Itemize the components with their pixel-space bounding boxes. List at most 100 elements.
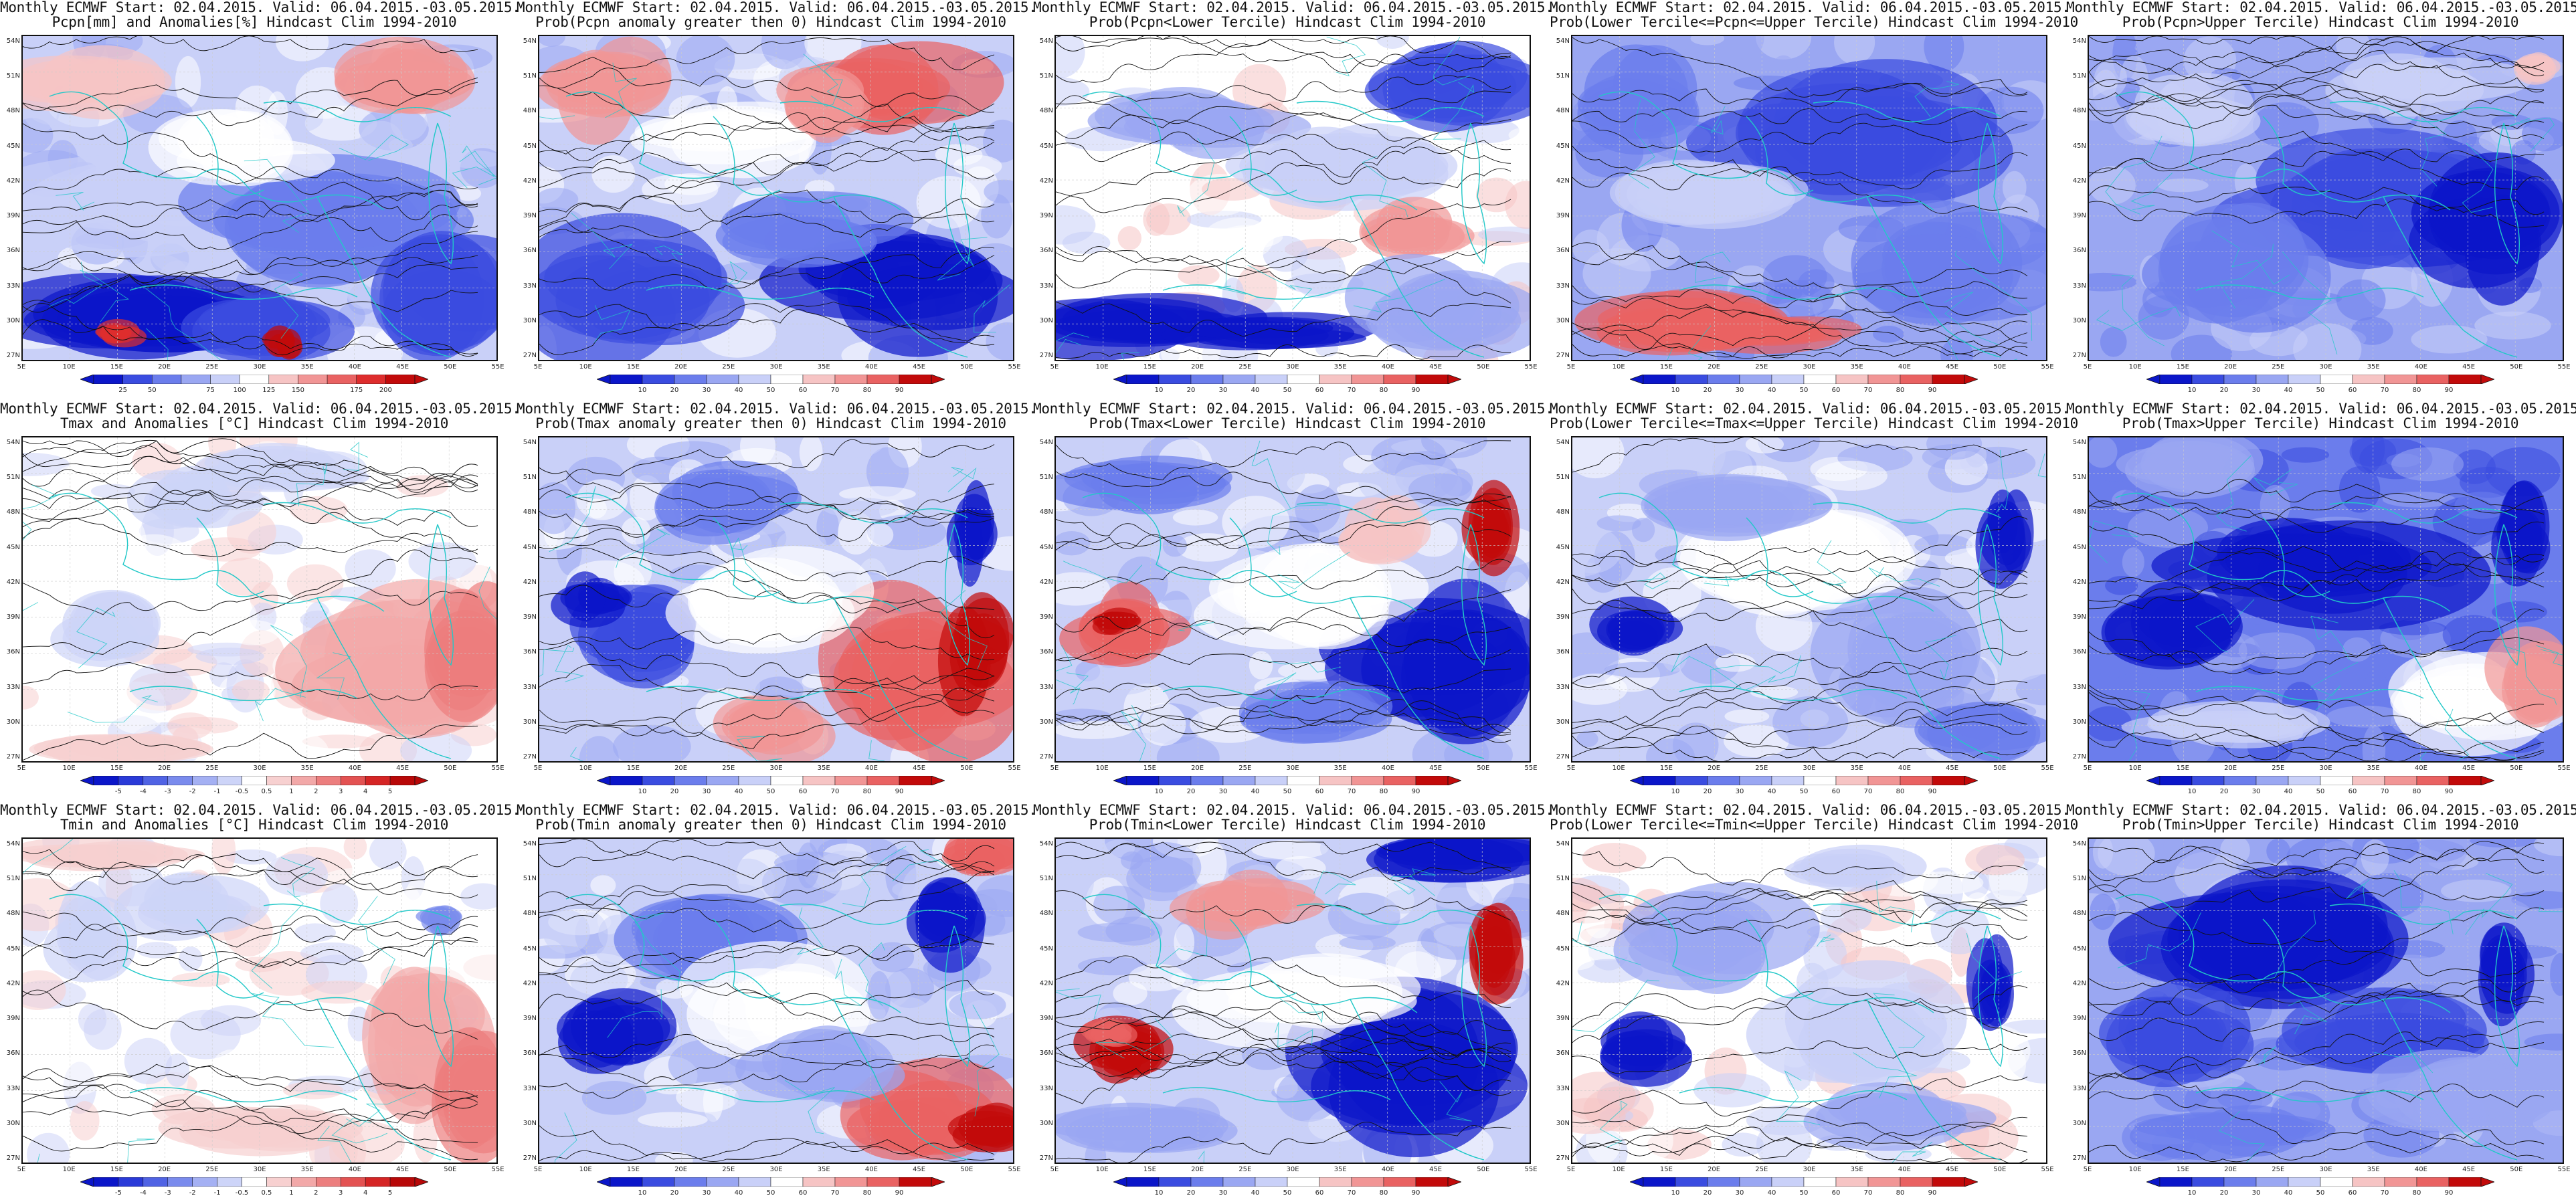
colorbar-tick-label: 40	[1251, 788, 1260, 795]
map-panel: Monthly ECMWF Start: 02.04.2015. Valid: …	[1550, 803, 2078, 1204]
map-field	[539, 839, 1013, 1163]
contour-line	[2089, 684, 2545, 733]
colorbar-swatch	[674, 776, 707, 785]
lon-tick-label: 15E	[1143, 765, 1156, 772]
colorbar-tick-label: -2	[189, 788, 196, 795]
border-line	[569, 747, 584, 761]
border-line	[1695, 252, 1731, 283]
lon-tick-label: 45E	[2462, 363, 2476, 371]
lat-tick-label: 45N	[6, 543, 20, 551]
colorbar-arrow-right	[1447, 375, 1461, 384]
colorbar-tick-label: 60	[1831, 387, 1841, 394]
border-line	[1178, 621, 1214, 631]
contour-line	[539, 103, 995, 162]
border-line	[1966, 932, 2022, 999]
coastline	[779, 903, 968, 925]
field-blob	[1402, 41, 1528, 108]
colorbar-tick-label: 10	[2187, 788, 2197, 795]
lon-tick-label: 55E	[2557, 1166, 2571, 1173]
border-line	[2105, 135, 2163, 215]
colorbar-swatch	[1803, 375, 1837, 384]
colorbar-tick-label: 80	[2412, 387, 2421, 394]
field-patch	[1056, 839, 1096, 864]
colorbar-tick-label: 1	[289, 1189, 294, 1197]
contour-line	[1056, 199, 1511, 267]
lat-tick-label: 51N	[2072, 72, 2086, 80]
map-field	[23, 437, 496, 761]
coastline	[944, 524, 971, 666]
contour-line	[1572, 691, 2028, 729]
colorbar-swatch	[1739, 1177, 1772, 1187]
coastline	[1679, 1087, 1908, 1103]
field-patch	[294, 923, 337, 942]
field-blob	[2353, 64, 2474, 98]
colorbar-tick-label: 125	[262, 387, 276, 394]
field-blob	[1810, 592, 1964, 718]
colorbar-swatch	[2320, 375, 2353, 384]
border-line	[1710, 660, 1803, 689]
lat-tick-label: 27N	[523, 1155, 537, 1162]
colorbar-tick-label: 50	[1799, 387, 1809, 394]
colorbar	[597, 1177, 945, 1187]
field-patch	[799, 437, 823, 472]
colorbar-swatch	[152, 375, 182, 384]
lat-tick-label: 33N	[1556, 1084, 1570, 1092]
contour-line	[1056, 493, 1511, 550]
field-patch	[866, 523, 894, 547]
colorbar-swatch	[1707, 375, 1740, 384]
colorbar-swatch	[1707, 776, 1740, 785]
coastline	[646, 284, 875, 300]
colorbar-swatch	[1771, 1177, 1805, 1187]
border-line	[858, 942, 886, 1006]
lat-tick-label: 30N	[6, 1119, 20, 1127]
field-patch	[1056, 36, 1085, 79]
colorbar-swatch	[834, 776, 868, 785]
contour-line	[23, 319, 478, 355]
border-line	[1390, 876, 1416, 895]
colorbar-swatch	[1675, 1177, 1708, 1187]
colorbar-swatch	[2352, 375, 2385, 384]
border-line	[2111, 275, 2165, 346]
contour-line	[2089, 692, 2545, 761]
colorbar-tick-label: 30	[1735, 387, 1744, 394]
field-patch	[1727, 36, 1764, 60]
border-line	[462, 145, 496, 185]
field-blob	[33, 734, 211, 761]
lat-tick-label: 27N	[6, 352, 20, 359]
contour-line	[2089, 55, 2545, 116]
field-patch	[2089, 706, 2132, 742]
colorbar-tick-label: 20	[1186, 788, 1196, 795]
colorbar-swatch	[2384, 776, 2417, 785]
lon-tick-label: 25E	[2272, 363, 2285, 371]
lon-tick-label: 55E	[491, 363, 504, 371]
colorbar-swatch	[1867, 776, 1901, 785]
contour-line	[23, 1106, 478, 1161]
lat-tick-label: 36N	[1039, 247, 1053, 255]
border-line	[1876, 880, 1915, 932]
coastline	[713, 116, 781, 196]
contour-line	[539, 972, 995, 1029]
map-panel: Monthly ECMWF Start: 02.04.2015. Valid: …	[517, 401, 1037, 803]
lon-tick-label: 20E	[1708, 1166, 1721, 1173]
contour-line	[1056, 112, 1511, 164]
field-patch	[1724, 709, 1770, 724]
colorbar-tick-label: 90	[2444, 1189, 2454, 1197]
border-line	[316, 652, 352, 700]
field-blob	[68, 896, 138, 981]
contour-line	[1572, 1075, 2028, 1116]
colorbar-swatch	[738, 1177, 771, 1187]
border-line	[23, 839, 74, 874]
field-patch	[676, 1082, 739, 1112]
border-line	[2462, 142, 2494, 213]
field-patch	[2090, 894, 2116, 930]
map-field	[1056, 839, 1530, 1163]
contour-line	[539, 189, 995, 223]
lat-tick-label: 54N	[6, 439, 20, 446]
field-blob	[1755, 509, 1911, 594]
lon-tick-label: 25E	[722, 765, 735, 772]
field-patch	[262, 996, 310, 1025]
field-patch	[1295, 484, 1341, 533]
contour-line	[1572, 37, 2028, 98]
coastline	[1162, 686, 1391, 702]
